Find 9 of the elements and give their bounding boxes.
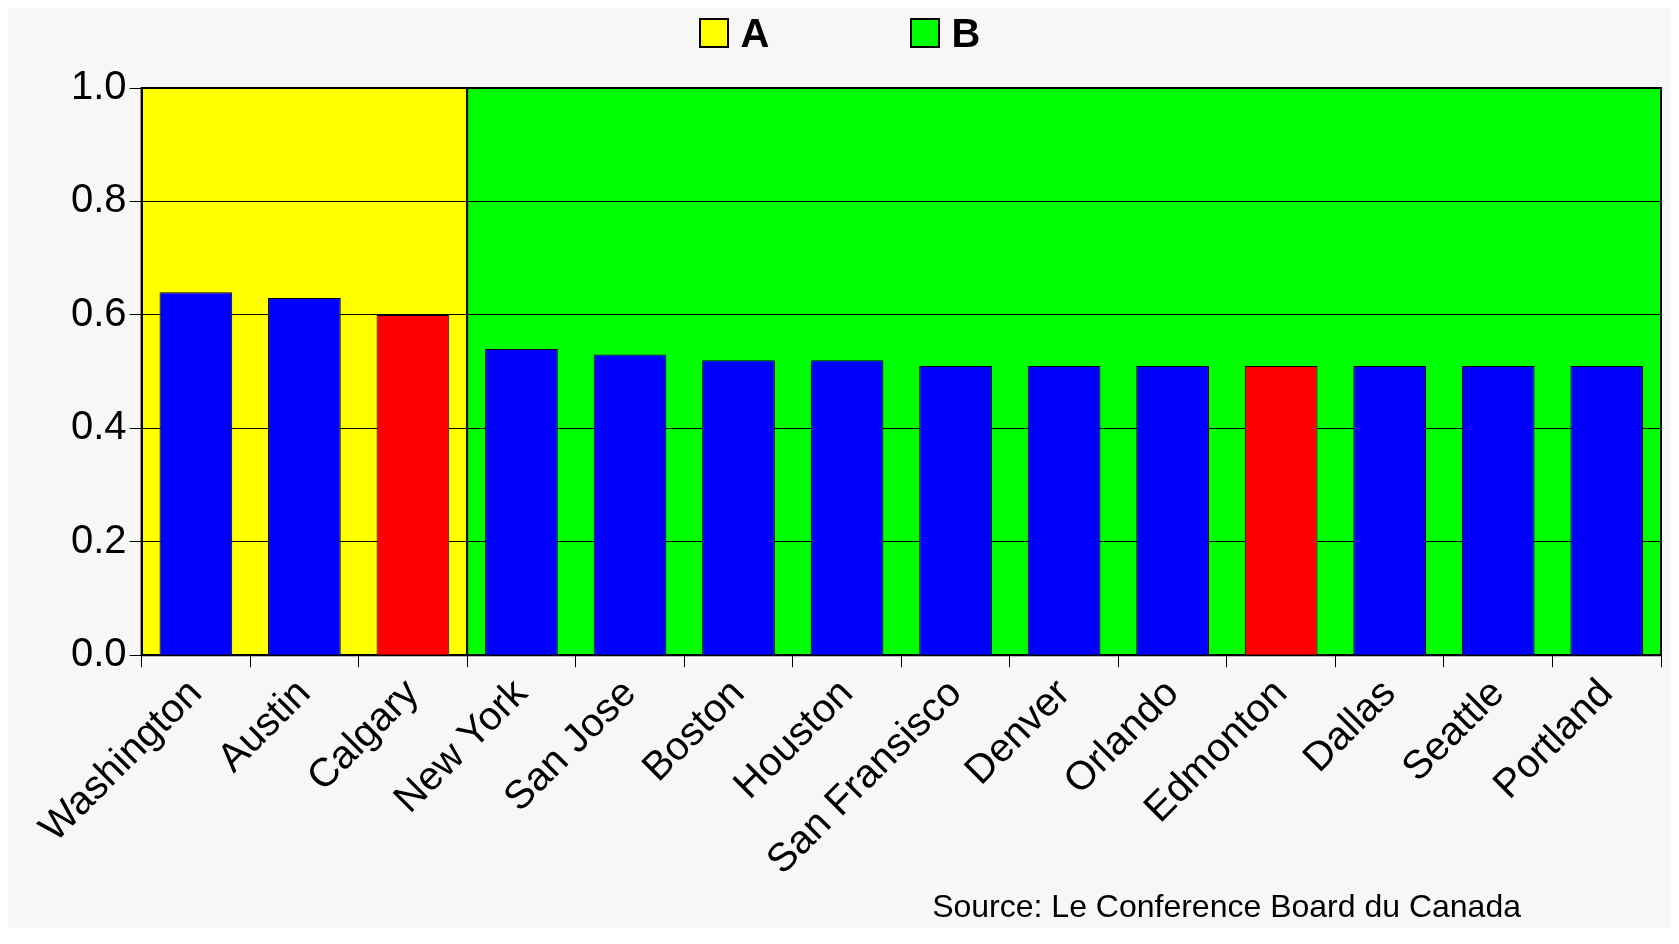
source-note: Source: Le Conference Board du Canada (932, 887, 1522, 924)
band-label: B (951, 10, 981, 56)
y-tick-label: 0.4 (71, 403, 127, 448)
y-tick-label: 0.6 (71, 289, 127, 334)
y-tick-label: 0.8 (71, 176, 127, 221)
legend-label: A (740, 10, 770, 56)
y-tick-label: 0.0 (71, 630, 127, 675)
y-tick-label: 0.2 (71, 516, 127, 561)
y-tick-label: 1.0 (71, 63, 127, 108)
